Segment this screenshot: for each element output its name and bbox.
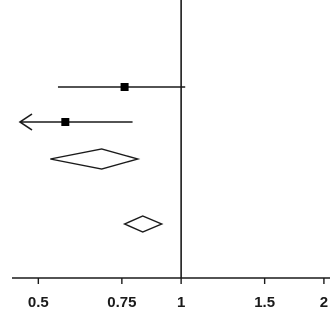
x-tick-label: 1 bbox=[177, 294, 185, 311]
summary-diamond bbox=[50, 148, 141, 170]
point-estimate-marker bbox=[120, 83, 129, 91]
point-estimate-marker bbox=[61, 118, 70, 126]
summary-diamond bbox=[122, 215, 164, 233]
x-tick-label: 1.5 bbox=[254, 294, 275, 311]
summary-rows bbox=[50, 148, 164, 233]
x-axis-tick-labels: 0.5 0.75 1 1.5 2 bbox=[28, 294, 328, 311]
x-tick-label: 0.75 bbox=[107, 294, 136, 311]
x-tick-label: 2 bbox=[320, 294, 328, 311]
truncation-arrow bbox=[18, 113, 33, 131]
study-row bbox=[18, 113, 133, 131]
x-tick-label: 0.5 bbox=[28, 294, 49, 311]
x-axis-ticks bbox=[37, 278, 325, 284]
study-rows bbox=[18, 83, 186, 131]
study-row bbox=[57, 83, 186, 91]
